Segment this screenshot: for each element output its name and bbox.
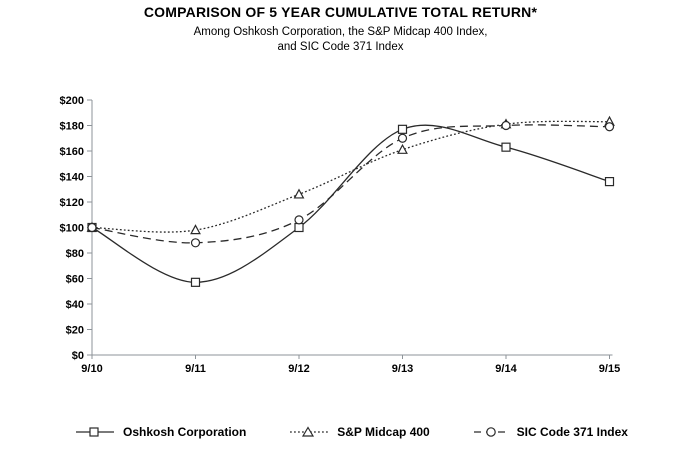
circle-marker-sic-code-371-index	[604, 122, 615, 132]
x-tick-label: 9/10	[81, 363, 102, 375]
legend-label-sic-code-371-index: SIC Code 371 Index	[516, 425, 628, 439]
legend-label-sp-midcap-400: S&P Midcap 400	[337, 425, 430, 439]
line-chart: $0 $20 $40 $60 $80 $100 $120 $140 $160 $180 $200 9/…	[60, 95, 621, 375]
circle-marker-sic-code-371-index	[190, 238, 201, 248]
square-marker-oshkosh-corporation	[397, 124, 408, 134]
y-tick-label: $200	[60, 95, 84, 107]
triangle-marker-s-p-midcap-400	[293, 188, 305, 199]
circle-marker-sic-code-371-index	[501, 120, 511, 131]
square-solid-line-marker-icon	[76, 427, 114, 437]
circle-marker-sic-code-371-index	[397, 133, 408, 143]
triangle-marker-s-p-midcap-400	[397, 143, 408, 154]
y-tick-label: $0	[72, 350, 84, 362]
triangle-marker-s-p-midcap-400	[190, 224, 201, 235]
y-tick-label: $60	[66, 274, 84, 286]
y-tick-label: $20	[66, 325, 84, 337]
triangle-dotted-line-marker-icon	[290, 426, 329, 437]
x-tick-label: 9/14	[495, 363, 517, 375]
series-line-oshkosh-corporation	[91, 124, 610, 283]
chart-legend: Oshkosh Corporation S&P Midcap 400 SIC C…	[76, 421, 628, 443]
square-marker-oshkosh-corporation	[294, 222, 304, 233]
y-tick-label: $120	[60, 197, 84, 209]
y-tick-label: $40	[66, 299, 84, 311]
legend-item-sic-code-371-index: SIC Code 371 Index	[473, 425, 628, 439]
circle-marker-sic-code-371-index	[294, 215, 304, 225]
y-tick-label: $140	[60, 172, 84, 184]
legend-label-oshkosh-corporation: Oshkosh Corporation	[123, 425, 247, 439]
chart-subtitle-line2: and SIC Code 371 Index	[277, 41, 404, 53]
chart-subtitle-line1: Among Oshkosh Corporation, the S&P Midca…	[193, 26, 488, 38]
series-line-s-p-midcap-400	[91, 120, 610, 233]
square-marker-oshkosh-corporation	[604, 177, 615, 187]
legend-item-sp-midcap-400: S&P Midcap 400	[290, 425, 430, 439]
circle-dashed-line-marker-icon	[473, 427, 508, 437]
series-line-sic-code-371-index	[91, 124, 610, 244]
square-marker-oshkosh-corporation	[501, 142, 511, 152]
circle-marker-sic-code-371-index	[87, 222, 97, 233]
x-tick-label: 9/12	[288, 363, 309, 375]
y-tick-label: $80	[66, 248, 84, 260]
x-tick-label: 9/11	[185, 363, 206, 375]
x-tick-label: 9/15	[599, 363, 620, 375]
y-tick-label: $180	[60, 121, 84, 133]
x-tick-label: 9/13	[392, 363, 413, 375]
y-tick-label: $100	[60, 223, 84, 235]
square-marker-oshkosh-corporation	[190, 277, 201, 287]
y-tick-label: $160	[60, 146, 84, 158]
legend-item-oshkosh-corporation: Oshkosh Corporation	[76, 425, 246, 439]
chart-title: COMPARISON OF 5 YEAR CUMULATIVE TOTAL RE…	[143, 4, 538, 20]
